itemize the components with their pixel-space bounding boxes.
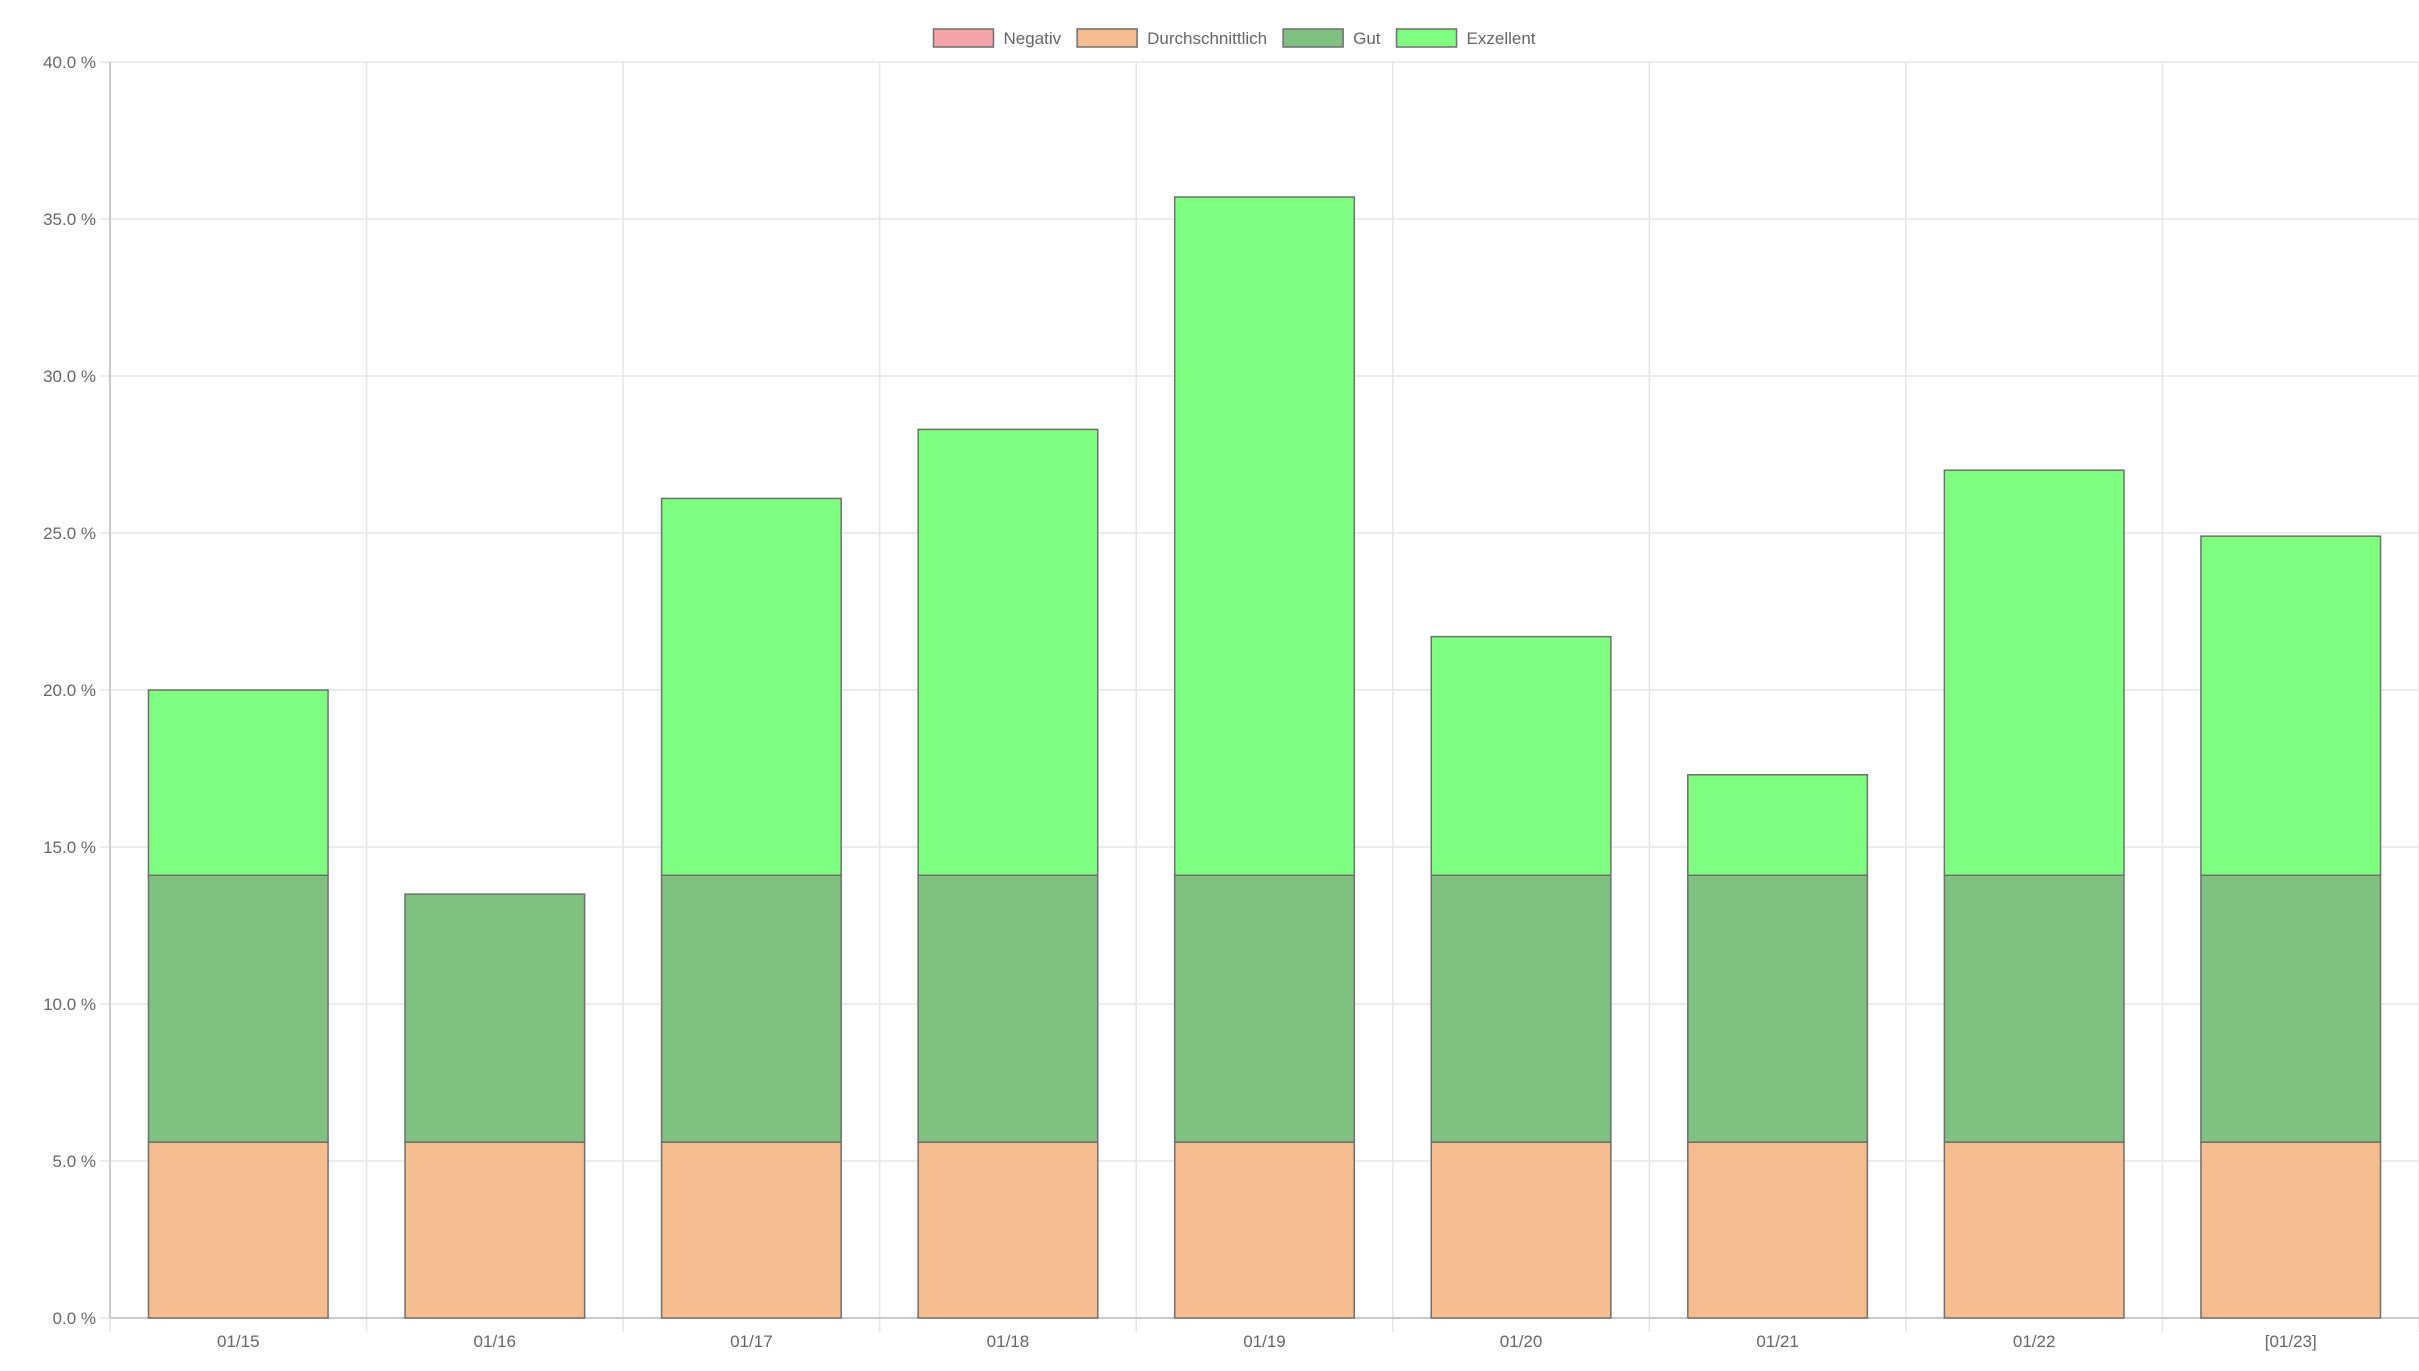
bar-durchschnittlich-3[interactable] [660,1141,842,1319]
bar-exzellent-3[interactable] [660,497,842,877]
legend-item-exzellent[interactable]: Exzellent [1395,28,1536,48]
x-tick-label: 01/18 [987,1332,1030,1351]
y-tick-label: 30.0 % [43,367,96,386]
bar-gut-1[interactable] [147,874,329,1143]
bar-exzellent-8[interactable] [1943,469,2125,877]
legend-swatch [1395,28,1458,48]
bar-gut-9[interactable] [2200,874,2382,1143]
y-tick-label: 15.0 % [43,838,96,857]
legend-item-durchschnittlich[interactable]: Durchschnittlich [1076,28,1267,48]
x-tick-label: 01/21 [1756,1332,1799,1351]
legend-label: Negativ [1003,29,1061,48]
bar-durchschnittlich-7[interactable] [1687,1141,1869,1319]
legend-item-gut[interactable]: Gut [1282,28,1381,48]
bar-gut-6[interactable] [1430,874,1612,1143]
y-tick-label: 35.0 % [43,210,96,229]
x-tick-label: [01/23] [2265,1332,2317,1351]
bar-exzellent-6[interactable] [1430,635,1612,877]
y-tick-label: 0.0 % [53,1309,96,1328]
x-tick-label: 01/15 [217,1332,260,1351]
legend-item-negativ[interactable]: Negativ [932,28,1062,48]
x-tick-label: 01/20 [1500,1332,1543,1351]
legend-swatch [1282,28,1344,48]
legend-swatch [1076,28,1138,48]
bar-durchschnittlich-5[interactable] [1173,1141,1356,1319]
y-tick-label: 10.0 % [43,995,96,1014]
legend: Negativ Durchschnittlich Gut Exzellent [932,28,1536,48]
y-tick-label: 5.0 % [53,1152,96,1171]
bar-gut-2[interactable] [404,893,586,1143]
x-tick-label: 01/16 [474,1332,517,1351]
y-tick-label: 25.0 % [43,524,96,543]
bar-exzellent-7[interactable] [1687,774,1869,877]
bar-gut-8[interactable] [1943,874,2125,1143]
legend-label: Gut [1353,29,1381,48]
x-axis-tick-labels: 01/15 01/16 01/17 01/18 01/19 01/20 01/21 01/22… [217,1332,2317,1351]
x-tick-label: 01/22 [2013,1332,2056,1351]
legend-label: Durchschnittlich [1147,29,1267,48]
legend-swatch [932,28,995,48]
bar-gut-3[interactable] [660,874,842,1143]
bar-exzellent-1[interactable] [147,689,329,877]
bar-gut-7[interactable] [1687,874,1869,1143]
bar-durchschnittlich-2[interactable] [404,1141,586,1319]
x-tick-label: 01/19 [1243,1332,1286,1351]
y-tick-label: 40.0 % [43,53,96,72]
y-tick-label: 20.0 % [43,681,96,700]
bar-durchschnittlich-6[interactable] [1430,1141,1612,1319]
bar-durchschnittlich-9[interactable] [2200,1141,2382,1319]
bar-exzellent-5[interactable] [1173,196,1356,877]
bars [147,196,2382,1319]
bar-exzellent-9[interactable] [2200,535,2382,877]
y-axis-tick-labels: 0.0 % 5.0 % 10.0 % 15.0 % 20.0 % 25.0 % 30.0 %… [43,53,96,1328]
bar-durchschnittlich-1[interactable] [147,1141,329,1319]
bar-exzellent-4[interactable] [917,428,1099,877]
legend-label: Exzellent [1467,29,1536,48]
bar-gut-4[interactable] [917,874,1099,1143]
bar-durchschnittlich-4[interactable] [917,1141,1099,1319]
bar-gut-5[interactable] [1173,874,1356,1143]
bar-durchschnittlich-8[interactable] [1943,1141,2125,1319]
x-tick-label: 01/17 [730,1332,773,1351]
